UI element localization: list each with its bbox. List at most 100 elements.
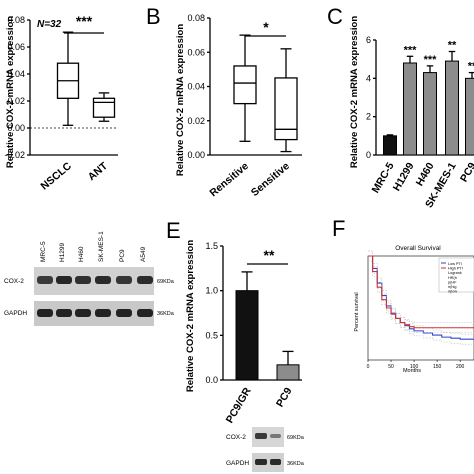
y-tick-label: 0.02: [187, 116, 205, 126]
panel-f-title: Overall Survival: [395, 245, 441, 252]
category-label: PC9: [458, 160, 474, 184]
x-tick-label: 50: [388, 364, 394, 370]
y-tick-label: 0.08: [7, 15, 25, 25]
bar: [276, 364, 300, 381]
blot-band-gapdh: [37, 309, 53, 317]
bar: [235, 290, 259, 381]
panel-f-ylabel: Percent survival: [354, 292, 360, 331]
blot-lane-label: H1299: [59, 242, 66, 262]
blot-e-cox2-kda: 69KDa: [287, 435, 305, 441]
category-label: H1299: [391, 160, 417, 193]
y-tick-label: 0.06: [187, 47, 205, 57]
panel-e-plot: 0.0 0.5 1.0 1.5 PC9/GR PC9: [205, 241, 302, 425]
y-tick-label: 0.00: [7, 123, 25, 133]
y-tick-label: 0.0: [205, 375, 218, 385]
blot-band-cox2: [37, 276, 53, 284]
legend-entry: High PTI: [448, 267, 463, 271]
box-iqr: [233, 65, 257, 105]
survival-ci-upper: [368, 250, 474, 324]
blot-d-cox2-kda: 69KDa: [157, 279, 175, 285]
bar-significance: ***: [424, 54, 438, 66]
bar-significance: ***: [404, 44, 418, 56]
blot-e-gapdh-kda: 36KDa: [287, 461, 305, 467]
panel-e: E Relative COX-2 mRNA expression ** 0.00…: [166, 218, 305, 472]
blot-lane-label: H460: [78, 246, 85, 262]
panel-c-ylabel: Relative COX-2 mRNA expression: [349, 16, 360, 168]
blot-d-lane-labels: MRC-5 H1299 H460 SK-MES-1 PC9 A549: [40, 231, 147, 262]
legend-entry: n(low: [448, 290, 457, 294]
bar: [445, 60, 459, 156]
blot-e-cox2-membrane: [252, 427, 284, 447]
y-tick-label: 4: [366, 73, 371, 83]
blot-e-cox2-label: COX-2: [226, 434, 246, 441]
legend-entry: n(hig: [448, 285, 456, 289]
panel-a-sample-size: N=32: [37, 19, 62, 30]
blot-d-cox2-label: COX-2: [4, 278, 24, 285]
blot-d-gapdh-kda: 36KDa: [157, 311, 175, 317]
panel-e-significance: **: [264, 247, 275, 263]
category-label: MRC-5: [370, 160, 397, 195]
y-tick-label: 6: [366, 35, 371, 45]
blot-lane-label: MRC-5: [40, 241, 47, 262]
bar-significance: **: [448, 40, 457, 52]
panel-e-letter: E: [166, 218, 181, 243]
bar-significance: **: [468, 61, 474, 73]
legend-entry: p(HF: [448, 280, 457, 284]
y-tick-label: 0.06: [7, 42, 25, 52]
panel-f: F Overall Survival Percent survival Mont…: [332, 216, 474, 374]
y-tick-label: 1.5: [205, 241, 218, 251]
blot-lane-label: SK-MES-1: [98, 231, 105, 262]
panel-f-letter: F: [332, 216, 345, 241]
category-label: Rensitive: [207, 160, 251, 199]
box-iqr: [274, 77, 298, 141]
y-tick-label: 0.04: [7, 69, 25, 79]
y-tick-label: 1.0: [205, 286, 218, 296]
panel-b-significance: *: [263, 19, 269, 35]
blot-band-gapdh: [75, 309, 91, 317]
blot-band-cox2: [75, 276, 91, 284]
blot-lane-label: PC9: [119, 249, 126, 262]
x-tick-label: 200: [456, 364, 465, 370]
panel-e-ylabel: Relative COX-2 mRNA expression: [185, 240, 196, 392]
panel-c-letter: C: [327, 4, 343, 29]
blot-e-gapdh-label: GAPDH: [226, 460, 249, 467]
blot-d-gapdh-membrane: [34, 301, 154, 326]
panel-f-xlabel: Months: [403, 368, 421, 374]
blot-band-gapdh: [116, 309, 132, 317]
plot-frame: [367, 255, 474, 361]
y-tick-label: 2: [366, 112, 371, 122]
panel-b-ylabel: Relative COX-2 mRNA expression: [175, 24, 186, 176]
bar: [465, 77, 474, 156]
blot-band-cox2: [137, 276, 153, 284]
x-tick-label: 0: [367, 364, 370, 370]
y-tick-label: 0.04: [187, 82, 205, 92]
panel-a-ylabel: Relative COX-2 mRNA expression: [5, 16, 16, 168]
category-label: PC9: [274, 385, 295, 409]
panel-a: Relative COX-2 mRNA expression N=32 *** …: [4, 13, 118, 193]
survival-ci-lower: [368, 260, 474, 334]
blot-d-gapdh-label: GAPDH: [4, 310, 27, 317]
blot-band-gapdh: [137, 309, 153, 317]
y-tick-label: 0.5: [205, 330, 218, 340]
bar: [403, 62, 417, 156]
category-label: Sensitive: [249, 160, 292, 199]
blot-d-bands: [37, 276, 153, 317]
blot-lane-label: A549: [140, 246, 147, 262]
x-tick-label: 150: [433, 364, 442, 370]
y-tick-label: -0.02: [4, 150, 25, 160]
blot-e-gapdh-membrane: [252, 453, 284, 472]
panel-c: C Relative COX-2 mRNA expression 0 2 4 6 MRC…: [327, 4, 474, 210]
y-tick-label: 0.02: [7, 96, 25, 106]
category-label: PC9/GR: [224, 385, 254, 425]
legend-entry: Logrank: [448, 271, 462, 275]
category-label: H460: [414, 160, 437, 188]
bar: [383, 135, 397, 156]
y-tick-label: 0: [366, 150, 371, 160]
blot-e-cox2-band-2: [270, 434, 281, 438]
blot-band-gapdh: [95, 309, 111, 317]
panel-b: B Relative COX-2 mRNA expression * 0.000…: [146, 4, 302, 199]
box-iqr: [92, 97, 116, 118]
